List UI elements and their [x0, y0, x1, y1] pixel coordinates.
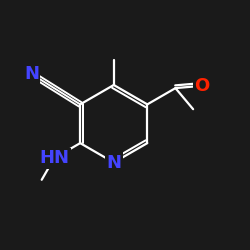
Text: N: N — [106, 154, 121, 172]
Text: HN: HN — [39, 149, 69, 167]
Text: O: O — [194, 77, 209, 95]
Text: N: N — [24, 65, 39, 83]
